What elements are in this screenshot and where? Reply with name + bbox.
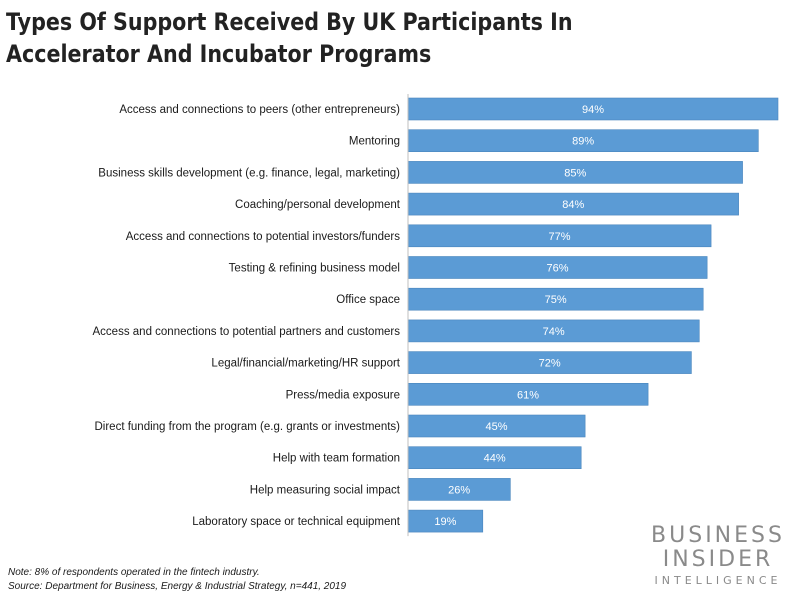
category-label-0: Access and connections to peers (other e…: [119, 104, 400, 116]
business-insider-intelligence-logo: BUSINESS INSIDER INTELLIGENCE: [648, 524, 788, 588]
value-label-8: 72%: [539, 358, 561, 370]
category-label-1: Mentoring: [349, 136, 400, 148]
logo-line-2: INSIDER: [662, 547, 774, 572]
value-label-3: 84%: [562, 199, 584, 211]
category-label-9: Press/media exposure: [286, 389, 400, 401]
category-label-2: Business skills development (e.g. financ…: [98, 167, 400, 179]
category-label-4: Access and connections to potential inve…: [126, 231, 400, 243]
source-text: Source: Department for Business, Energy …: [8, 581, 347, 592]
chart-title-line-2: Accelerator And Incubator Programs: [6, 40, 432, 68]
category-label-5: Testing & refining business model: [229, 263, 400, 275]
value-label-12: 26%: [448, 484, 470, 496]
value-label-0: 94%: [582, 104, 604, 116]
category-label-7: Access and connections to potential part…: [93, 326, 401, 338]
value-label-5: 76%: [547, 263, 569, 275]
chart-notes: Note: 8% of respondents operated in the …: [8, 566, 346, 594]
category-label-8: Legal/financial/marketing/HR support: [211, 358, 400, 370]
logo-line-3: INTELLIGENCE: [654, 574, 782, 587]
category-label-10: Direct funding from the program (e.g. gr…: [94, 421, 400, 433]
logo-line-1: BUSINESS: [651, 523, 785, 548]
value-label-10: 45%: [486, 421, 508, 433]
value-label-2: 85%: [564, 167, 586, 179]
category-label-6: Office space: [336, 294, 400, 306]
category-label-11: Help with team formation: [273, 453, 400, 465]
value-label-1: 89%: [572, 136, 594, 148]
category-label-13: Laboratory space or technical equipment: [192, 516, 401, 528]
chart-title: Types Of Support Received By UK Particip…: [6, 6, 660, 70]
category-label-3: Coaching/personal development: [235, 199, 401, 211]
value-label-6: 75%: [545, 294, 567, 306]
category-label-12: Help measuring social impact: [250, 484, 401, 496]
chart-title-line-1: Types Of Support Received By UK Particip…: [6, 8, 573, 36]
value-label-4: 77%: [549, 231, 571, 243]
note-text: Note: 8% of respondents operated in the …: [8, 567, 260, 578]
value-label-11: 44%: [484, 453, 506, 465]
value-label-13: 19%: [434, 516, 456, 528]
value-label-7: 74%: [543, 326, 565, 338]
value-label-9: 61%: [517, 389, 539, 401]
